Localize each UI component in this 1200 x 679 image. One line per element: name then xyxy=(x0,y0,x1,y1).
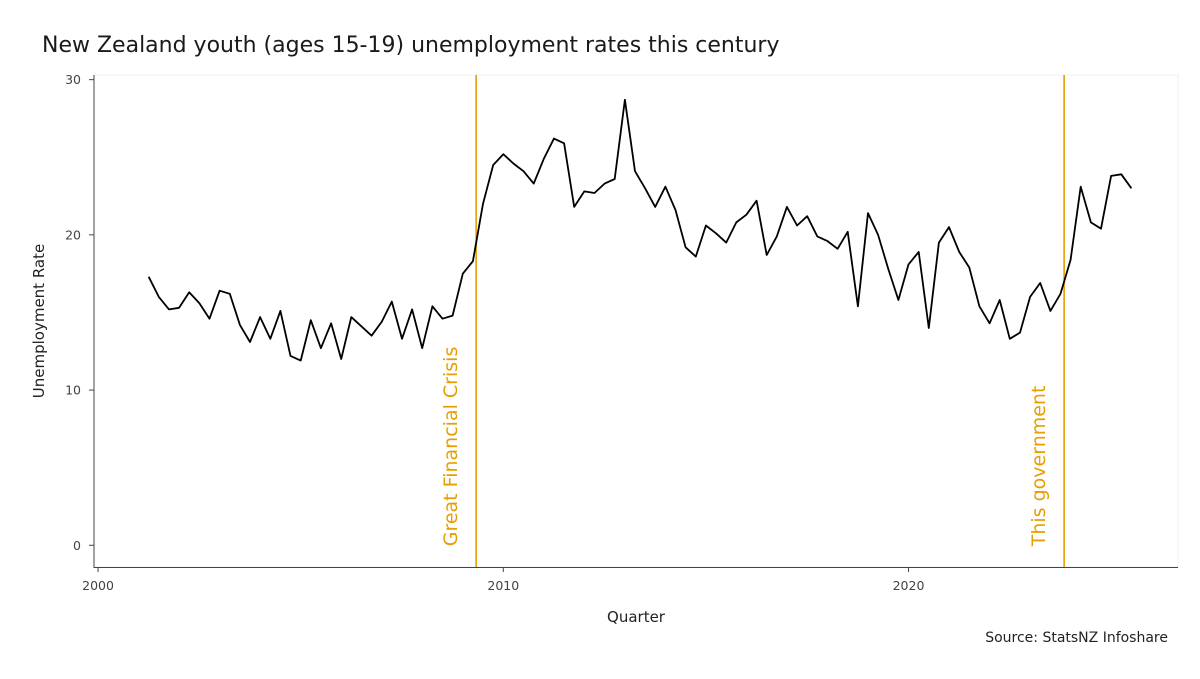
y-axis-label: Unemployment Rate xyxy=(30,244,48,398)
annotation-label: Great Financial Crisis xyxy=(440,347,462,547)
y-tick-label: 10 xyxy=(65,383,81,398)
series-layer xyxy=(147,98,1133,362)
chart-title: New Zealand youth (ages 15-19) unemploym… xyxy=(42,33,780,58)
plot-panel-border xyxy=(93,74,1179,568)
y-tick-label: 20 xyxy=(65,227,81,242)
annotations-layer: Great Financial Crisis This government xyxy=(440,75,1065,567)
axis-ticks: 0 10 20 30 2000 2010 2020 xyxy=(65,72,924,593)
x-tick-label: 2000 xyxy=(82,578,114,593)
y-tick-label: 0 xyxy=(73,538,81,553)
chart-caption: Source: StatsNZ Infoshare xyxy=(985,630,1168,646)
x-tick-label: 2010 xyxy=(487,578,519,593)
x-tick-label: 2020 xyxy=(893,578,925,593)
y-tick-label: 30 xyxy=(65,72,81,87)
x-axis-label: Quarter xyxy=(607,608,666,626)
series-line xyxy=(147,98,1133,362)
annotation-label: This government xyxy=(1028,386,1050,548)
